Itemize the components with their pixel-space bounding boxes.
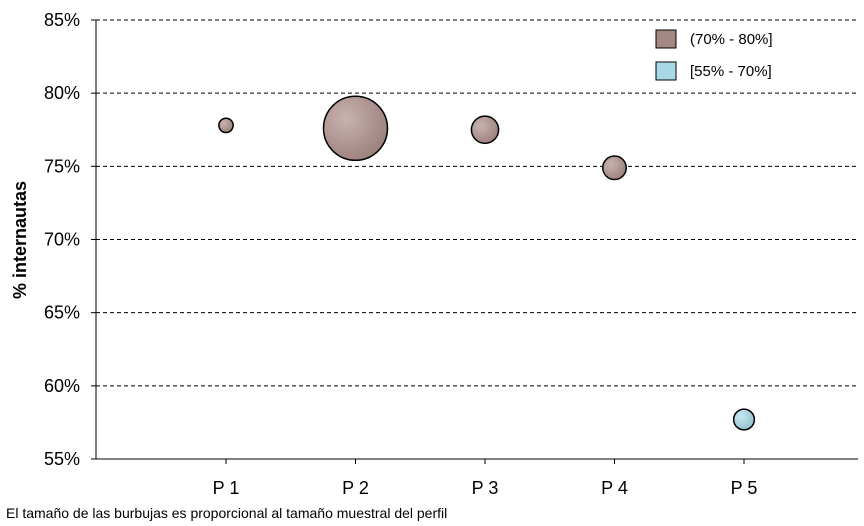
- y-tick-label-0: 55%: [44, 449, 80, 469]
- bubble-p3: [470, 115, 500, 145]
- footnote: El tamaño de las burbujas es proporciona…: [6, 505, 448, 521]
- legend-label-0: (70% - 80%]: [690, 31, 773, 48]
- y-tick-label-5: 80%: [44, 83, 80, 103]
- x-tick-label-2: P 3: [472, 478, 499, 498]
- legend-swatch-0: [655, 29, 677, 49]
- legend-swatch-1: [655, 61, 677, 81]
- x-tick-label-1: P 2: [342, 478, 369, 498]
- axes: [91, 19, 858, 464]
- gridlines: [96, 19, 858, 387]
- y-tick-label-3: 70%: [44, 230, 80, 250]
- y-tick-label-4: 75%: [44, 156, 80, 176]
- bubble-p2: [322, 95, 389, 162]
- x-tick-label-3: P 4: [601, 478, 628, 498]
- bubble-p1: [218, 117, 234, 134]
- y-axis-title: % internautas: [10, 181, 30, 299]
- x-tick-label-4: P 5: [731, 478, 758, 498]
- bubble-p4: [601, 155, 628, 181]
- x-tick-label-0: P 1: [213, 478, 240, 498]
- bubble-p5: [732, 408, 756, 431]
- legend-label-1: [55% - 70%]: [690, 63, 772, 80]
- bubbles: [218, 95, 756, 431]
- y-tick-label-2: 65%: [44, 303, 80, 323]
- y-tick-label-1: 60%: [44, 376, 80, 396]
- legend: (70% - 80%] [55% - 70%]: [655, 29, 773, 81]
- y-tick-labels: 55% 60% 65% 70% 75% 80% 85%: [44, 10, 80, 469]
- x-tick-labels: P 1 P 2 P 3 P 4 P 5: [213, 478, 758, 498]
- y-tick-label-6: 85%: [44, 10, 80, 30]
